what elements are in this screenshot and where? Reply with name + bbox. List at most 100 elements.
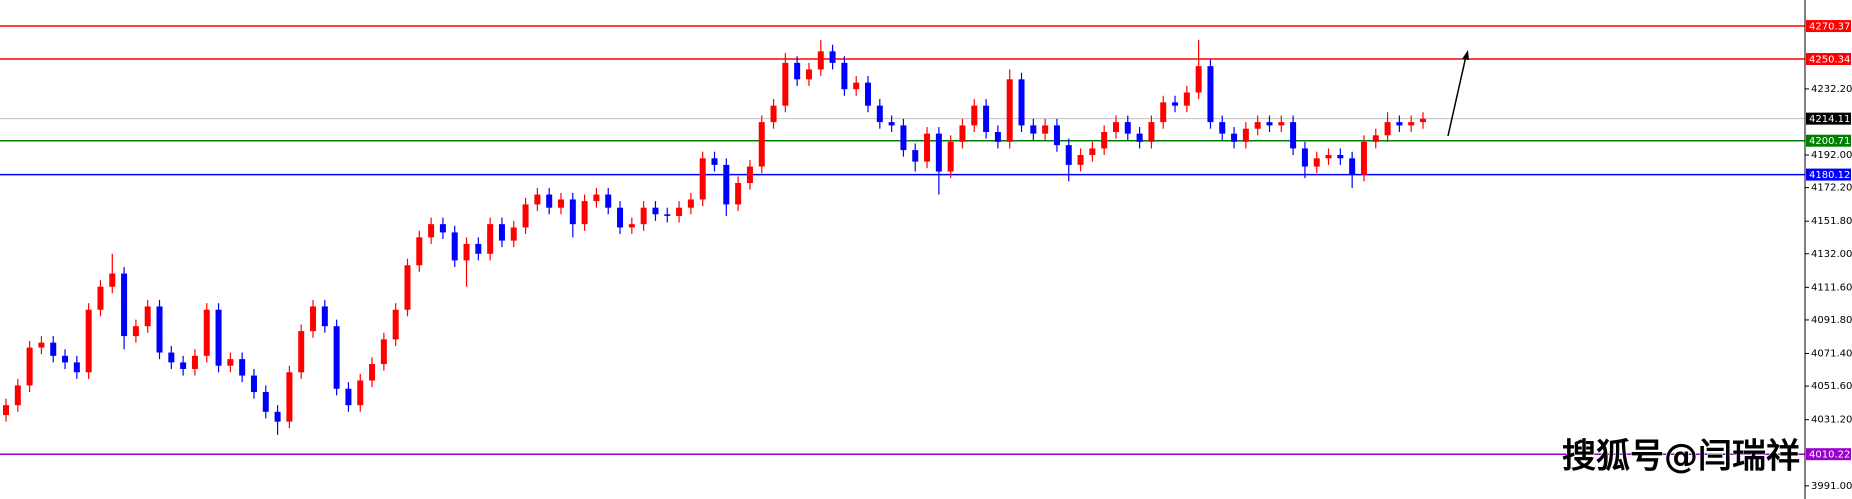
- candle-body: [593, 194, 600, 202]
- y-tick-label: 4091.80: [1811, 315, 1852, 326]
- candle-body: [652, 207, 659, 215]
- candle-body: [1254, 122, 1261, 129]
- candle-body: [310, 306, 317, 332]
- candle-body: [357, 380, 364, 406]
- candle-body: [203, 309, 210, 356]
- candle-body: [168, 352, 175, 363]
- y-tick-label: 4151.80: [1811, 216, 1852, 227]
- candle-body: [180, 362, 187, 369]
- candle-body: [1089, 148, 1096, 156]
- y-tick-label: 4192.00: [1811, 150, 1852, 161]
- candle-body: [924, 133, 931, 162]
- candle-body: [1278, 122, 1285, 126]
- candle-body: [841, 62, 848, 90]
- candle-body: [14, 385, 21, 406]
- candle-body: [569, 199, 576, 225]
- candle-body: [782, 62, 789, 106]
- candle-body: [321, 306, 328, 327]
- candle-body: [333, 326, 340, 389]
- candle-body: [439, 224, 446, 233]
- candle-body: [392, 309, 399, 340]
- candle-body: [1372, 135, 1379, 142]
- y-tick-label: 4172.20: [1811, 183, 1852, 194]
- candle-body: [369, 364, 376, 381]
- level-label-bg: [1806, 168, 1851, 181]
- candle-body: [1207, 66, 1214, 123]
- candle-body: [1360, 141, 1367, 175]
- candle-body: [676, 207, 683, 216]
- candle-body: [50, 342, 57, 356]
- candle-body: [983, 105, 990, 132]
- candle-body: [73, 362, 80, 373]
- candle-body: [628, 224, 635, 228]
- level-label-bg: [1806, 448, 1851, 461]
- candle-body: [1325, 155, 1332, 159]
- candle-body: [935, 133, 942, 172]
- level-label-bg: [1806, 134, 1851, 147]
- candle-body: [817, 51, 824, 70]
- y-tick-label: 4031.20: [1811, 415, 1852, 426]
- candle-body: [1408, 122, 1415, 126]
- candle-body: [711, 158, 718, 165]
- candle-body: [1077, 155, 1084, 165]
- candle-body: [876, 105, 883, 123]
- candle-body: [994, 131, 1001, 142]
- candle-body: [298, 331, 305, 373]
- candle-body: [1112, 122, 1119, 132]
- candle-body: [1219, 122, 1226, 134]
- candle-body: [959, 125, 966, 142]
- level-label-bg: [1806, 53, 1851, 66]
- candle-body: [1242, 128, 1249, 142]
- candle-body: [1301, 148, 1308, 167]
- candle-body: [640, 207, 647, 225]
- candle-body: [3, 405, 9, 416]
- candle-body: [900, 125, 907, 151]
- candle-body: [794, 62, 801, 80]
- candle-body: [735, 183, 742, 205]
- y-tick-label: 4071.40: [1811, 349, 1852, 360]
- candle-body: [1266, 122, 1273, 126]
- candle-body: [770, 105, 777, 123]
- y-tick-label: 4111.60: [1811, 282, 1852, 293]
- candle-body: [758, 122, 765, 167]
- candle-body: [805, 69, 812, 80]
- candle-body: [1195, 66, 1202, 93]
- price-axis: 4232.20 4192.00 4172.20 4151.80 4132.00 4111.…: [1805, 20, 1852, 492]
- candle-body: [865, 82, 872, 106]
- candle-body: [498, 224, 505, 241]
- candle-body: [463, 243, 470, 261]
- candle-body: [1065, 145, 1072, 165]
- candle-body: [581, 201, 588, 225]
- candle-body: [191, 355, 198, 369]
- level-label: 4250.34: [1809, 55, 1850, 66]
- candle-body: [262, 392, 269, 412]
- candle-body: [1030, 125, 1037, 134]
- level-label: 4010.22: [1809, 450, 1850, 461]
- candle-body: [38, 342, 45, 348]
- candle-body: [1018, 79, 1025, 126]
- candle-body: [345, 388, 352, 406]
- candle-body: [286, 372, 293, 422]
- candle-body: [1101, 131, 1108, 149]
- level-label: 4270.37: [1809, 22, 1850, 33]
- candle-body: [97, 286, 104, 310]
- candle-body: [1290, 122, 1297, 149]
- candle-body: [605, 194, 612, 208]
- y-tick-label: 4132.00: [1811, 249, 1852, 260]
- candle-body: [1053, 125, 1060, 146]
- candle-body: [1160, 102, 1167, 123]
- candle-body: [557, 199, 564, 208]
- candle-body: [534, 194, 541, 205]
- level-label-bg: [1806, 112, 1851, 125]
- candle-body: [274, 411, 281, 422]
- candle-body: [971, 105, 978, 126]
- candle-body: [227, 359, 234, 366]
- candle-body: [1337, 155, 1344, 159]
- y-tick-label: 4232.20: [1811, 84, 1852, 95]
- candle-body: [428, 224, 435, 238]
- candle-body: [85, 309, 92, 373]
- level-label: 4180.12: [1809, 170, 1850, 181]
- candle-body: [1183, 92, 1190, 106]
